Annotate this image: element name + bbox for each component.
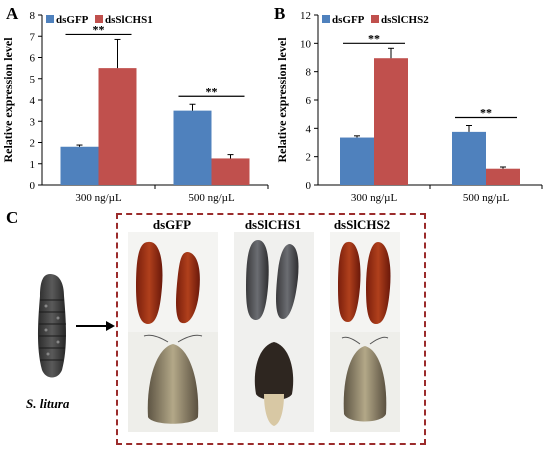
panel-letter-c: C <box>6 208 19 227</box>
bar-dsslchs2 <box>486 168 520 185</box>
x-tick-label: 300 ng/µL <box>75 192 122 204</box>
legend-swatch-dsslchs1 <box>95 15 103 23</box>
y-tick-label: 7 <box>30 31 36 43</box>
significance-label: ** <box>206 84 218 98</box>
significance-label: ** <box>368 31 380 45</box>
x-tick-label: 300 ng/µL <box>351 192 398 204</box>
adult-dsgfp-photo <box>128 332 218 432</box>
bar-dsslchs1 <box>98 68 137 185</box>
legend-swatch-dsslchs2 <box>371 15 379 23</box>
species-label: S. litura <box>26 396 70 411</box>
legend-swatch-dsgfp <box>46 15 54 23</box>
y-tick-label: 12 <box>300 10 311 22</box>
legend-label-dsgfp: dsGFP <box>56 14 89 26</box>
pupae-dsslchs1-photo <box>234 232 314 332</box>
bar-dsgfp <box>60 146 99 185</box>
photo-frame <box>116 213 426 445</box>
y-tick-label: 8 <box>306 67 312 79</box>
pupae-dsslchs2-photo <box>330 232 400 332</box>
y-tick-label: 4 <box>30 95 36 107</box>
chart-b: 0 2 4 6 8 10 12 Relative expression level 300 ng… <box>275 10 543 204</box>
y-tick-label: 4 <box>306 123 312 135</box>
group-label-dsslchs1: dsSlCHS1 <box>244 217 302 232</box>
y-tick-label: 3 <box>30 116 36 128</box>
y-axis-label: Relative expression level <box>1 37 15 163</box>
y-tick-label: 0 <box>30 180 36 192</box>
y-tick-label: 6 <box>30 53 36 65</box>
bar-dsgfp <box>452 131 486 185</box>
x-tick-label: 500 ng/µL <box>463 192 510 204</box>
y-tick-label: 2 <box>30 138 36 150</box>
y-tick-label: 5 <box>30 74 36 86</box>
pupae-dsgfp-photo <box>128 232 218 332</box>
chart-a: 0 1 2 3 4 5 6 7 8 Relative expression level 300 ng… <box>1 10 269 204</box>
legend-label-dsgfp: dsGFP <box>332 14 365 26</box>
larva-photo <box>38 274 66 378</box>
bar-dsslchs1 <box>211 158 250 185</box>
y-tick-label: 8 <box>30 10 36 22</box>
group-label-dsslchs2: dsSlCHS2 <box>333 217 391 232</box>
x-tick-label: 500 ng/µL <box>188 192 235 204</box>
arrow-icon <box>76 321 115 331</box>
bar-dsgfp <box>340 137 374 185</box>
y-tick-label: 2 <box>306 152 312 164</box>
legend-label-dsslchs2: dsSlCHS2 <box>381 14 429 26</box>
y-tick-label: 10 <box>300 38 312 50</box>
y-tick-label: 0 <box>306 180 312 192</box>
panel-letter-b: B <box>274 4 286 23</box>
adult-dsslchs2-photo <box>330 332 400 432</box>
significance-label: ** <box>480 106 492 120</box>
bar-dsslchs2 <box>374 58 408 186</box>
panel-letter-a: A <box>6 4 19 23</box>
y-tick-label: 1 <box>30 159 36 171</box>
y-tick-label: 6 <box>306 95 312 107</box>
y-axis-label: Relative expression level <box>275 37 289 163</box>
group-label-dsgfp: dsGFP <box>152 217 192 232</box>
legend-label-dsslchs1: dsSlCHS1 <box>105 14 153 26</box>
significance-label: ** <box>93 22 105 36</box>
bar-dsgfp <box>173 110 212 185</box>
legend-swatch-dsgfp <box>322 15 330 23</box>
adult-dsslchs1-photo <box>234 332 314 432</box>
